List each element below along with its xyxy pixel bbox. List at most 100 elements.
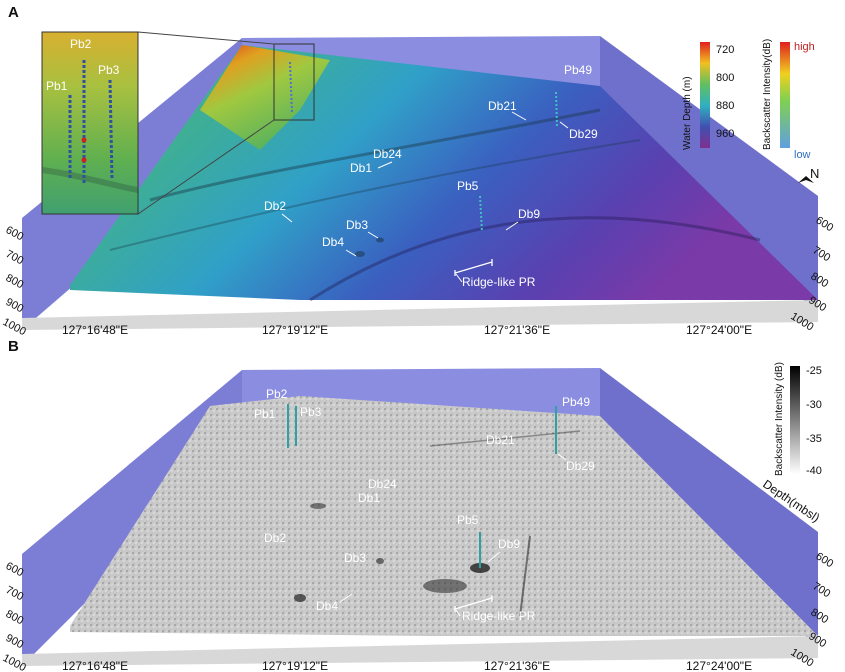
leader-line: [559, 121, 569, 129]
base-floor: [22, 636, 818, 666]
backscatter-colorbar: [780, 42, 790, 148]
label-pb2-inset: Pb2: [70, 37, 92, 51]
backscatter-tick: -25: [806, 365, 822, 377]
channel-streak: [109, 139, 641, 251]
label-pb1: Pb1: [254, 407, 276, 421]
label-db9: Db9: [498, 537, 520, 551]
dark-patch: [423, 579, 467, 593]
water-depth-tick: 800: [716, 72, 734, 84]
panel-a-figure: Pb2 Pb1 Pb3 Pb49 Db21 Db29 Db24 Db1 Pb5 …: [1, 31, 835, 336]
water-depth-tick: 960: [716, 128, 734, 140]
dark-patch: [310, 503, 326, 509]
inset-core-track-pb3: [108, 79, 114, 181]
label-db29: Db29: [566, 459, 595, 473]
leader-line: [339, 593, 353, 603]
label-db1: Db1: [350, 161, 372, 175]
north-label: N: [810, 166, 819, 181]
label-ridge: Ridge-like PR: [462, 609, 536, 623]
label-db1: Db1: [358, 491, 380, 505]
backscatter-title: Backscatter Intensity(dB): [762, 39, 773, 150]
inset-connector: [137, 31, 275, 45]
label-pb49: Pb49: [564, 63, 592, 77]
label-db2: Db2: [264, 199, 286, 213]
leader-line: [557, 453, 567, 461]
backscatter-surface: [70, 396, 818, 636]
label-db3: Db3: [346, 218, 368, 232]
label-pb3: Pb3: [300, 405, 322, 419]
inset-trough: [41, 167, 139, 193]
dark-patch: [294, 594, 306, 602]
leader-line: [505, 221, 519, 231]
inset-marker: [81, 157, 87, 163]
leader-line: [487, 551, 501, 563]
ridge-bracket: [454, 595, 493, 612]
label-db24: Db24: [373, 147, 402, 161]
water-depth-title: Water Depth (m): [682, 76, 693, 150]
ridge-bracket: [454, 259, 493, 276]
backscatter-colorbar: [790, 366, 800, 474]
lon-tick: 127°16'48"E: [62, 323, 128, 336]
inset-connector: [137, 119, 275, 215]
leader-line: [345, 249, 357, 257]
right-wall: [600, 36, 818, 312]
inset-map: [41, 31, 139, 215]
leader-line: [455, 609, 461, 617]
lon-tick: 127°21'36"E: [484, 659, 550, 672]
label-ridge: Ridge-like PR: [462, 275, 536, 289]
water-depth-tick: 880: [716, 100, 734, 112]
inset-marker: [81, 137, 87, 143]
label-pb49: Pb49: [562, 395, 590, 409]
label-pb1-inset: Pb1: [46, 79, 68, 93]
base-floor: [22, 300, 818, 330]
label-pb2: Pb2: [266, 387, 288, 401]
label-db21: Db21: [486, 433, 515, 447]
label-pb3-inset: Pb3: [98, 63, 120, 77]
core-track: [289, 61, 293, 113]
panel-b: B: [0, 336, 845, 672]
label-db29: Db29: [569, 127, 598, 141]
label-db4: Db4: [316, 599, 338, 613]
backscatter-tick: -35: [806, 433, 822, 445]
dark-patch: [376, 558, 384, 564]
north-arrow-icon: [798, 176, 814, 183]
panel-b-figure: Pb2 Pb1 Pb3 Pb49 Db21 Db29 Db24 Db1 Pb5 …: [1, 362, 836, 672]
panel-a: A: [1, 4, 836, 336]
channel-streak: [149, 108, 601, 202]
right-wall: [600, 368, 818, 648]
backscatter-tick: -30: [806, 399, 822, 411]
shallow-ridge: [200, 45, 330, 150]
backscatter-title: Backscatter Intensity (dB): [774, 362, 785, 476]
leader-line: [511, 111, 527, 121]
backscatter-tick: -40: [806, 465, 822, 477]
lon-tick: 127°19'12"E: [262, 323, 328, 336]
backscatter-high-label: high: [794, 41, 815, 53]
lon-tick: 127°24'00"E: [686, 659, 752, 672]
leader-line: [455, 273, 463, 283]
label-pb5: Pb5: [457, 179, 479, 193]
water-depth-colorbar: [700, 42, 710, 148]
panel-letter-b: B: [8, 338, 19, 355]
depression: [376, 237, 384, 243]
inset-locator-box: [273, 43, 315, 121]
label-db3: Db3: [344, 551, 366, 565]
leader-line: [281, 213, 293, 223]
core-track: [555, 91, 558, 127]
depression: [355, 251, 365, 257]
backscatter-low-label: low: [794, 149, 811, 161]
lon-tick: 127°21'36"E: [484, 323, 550, 336]
label-db4: Db4: [322, 235, 344, 249]
leader-line: [367, 231, 379, 239]
label-db24: Db24: [368, 477, 397, 491]
lon-tick: 127°16'48"E: [62, 659, 128, 672]
lon-tick: 127°19'12"E: [262, 659, 328, 672]
channel-streak: [309, 216, 761, 302]
lon-tick: 127°24'00"E: [686, 323, 752, 336]
track-line: [519, 535, 531, 617]
label-pb5: Pb5: [457, 513, 479, 527]
label-db21: Db21: [488, 99, 517, 113]
leader-line: [377, 161, 393, 169]
label-db9: Db9: [518, 207, 540, 221]
panel-letter-a: A: [8, 4, 19, 21]
water-depth-tick: 720: [716, 44, 734, 56]
label-db2: Db2: [264, 531, 286, 545]
